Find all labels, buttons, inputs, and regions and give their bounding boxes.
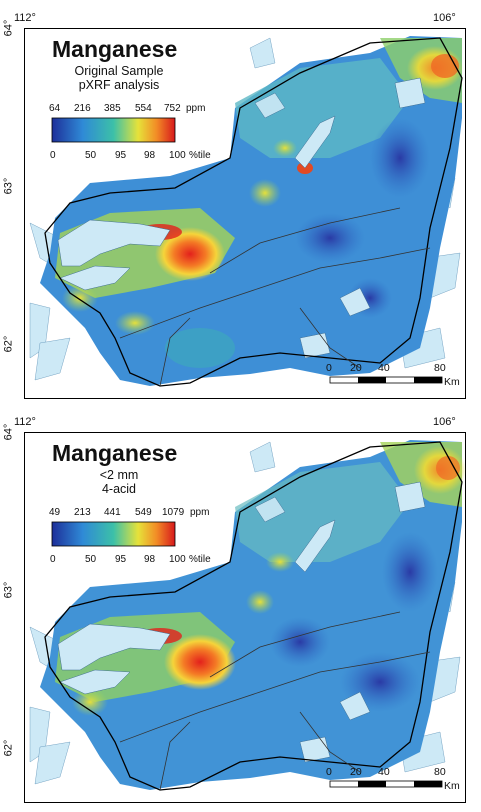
lon-label-east: 106°: [433, 416, 456, 428]
lon-label-west: 112°: [14, 12, 36, 24]
percentile-unit: %tile: [189, 554, 211, 565]
scale-tick: 0: [326, 362, 332, 374]
color-ramp: [51, 117, 176, 143]
legend-percentile: 95: [115, 554, 127, 565]
legend-value: 216: [74, 103, 91, 114]
legend-unit: ppm: [186, 103, 206, 114]
color-ramp: [51, 521, 176, 547]
great-slave-lake: [57, 77, 426, 359]
geologic-contacts: [119, 611, 431, 791]
legend-value: 64: [49, 103, 61, 114]
legend-value: 1079: [162, 507, 185, 518]
legend-percentile: 50: [85, 150, 97, 161]
scale-tick: 40: [378, 766, 390, 778]
legend-percentile: 0: [50, 150, 56, 161]
lat-label-63: 63°: [2, 177, 15, 195]
legend-percentile: 98: [144, 150, 156, 161]
map-title: Manganese: [52, 36, 178, 62]
geochemical-map: [24, 28, 466, 399]
legend-value: 554: [135, 103, 152, 114]
legend-value: 213: [74, 507, 91, 518]
legend-value: 752: [164, 103, 181, 114]
great-slave-lake: [57, 481, 426, 763]
scale-tick: 80: [434, 362, 446, 374]
subtitle-line-2: 4-acid: [101, 482, 137, 496]
percentile-unit: %tile: [189, 150, 211, 161]
scale-bar: [329, 376, 443, 384]
subtitle-line-2: pXRF analysis: [78, 78, 160, 92]
survey-boundary: [44, 37, 463, 387]
lat-label-62: 62°: [2, 335, 15, 353]
legend-percentile: 50: [85, 554, 97, 565]
lon-label-west: 112°: [14, 416, 36, 428]
map-title: Manganese: [52, 440, 178, 466]
survey-boundary: [44, 441, 463, 791]
legend-value: 441: [104, 507, 121, 518]
lat-label-64: 64°: [2, 423, 15, 441]
lon-label-east: 106°: [433, 12, 456, 24]
geochemical-map: [24, 432, 466, 803]
legend-percentile: 95: [115, 150, 127, 161]
lat-label-62: 62°: [2, 739, 15, 757]
subtitle-line-1: <2 mm: [99, 468, 139, 482]
scale-bar: [329, 780, 443, 788]
legend-value: 49: [49, 507, 61, 518]
scale-unit: Km: [444, 376, 460, 388]
geologic-contacts: [119, 207, 431, 387]
scale-tick: 40: [378, 362, 390, 374]
legend-unit: ppm: [190, 507, 210, 518]
scale-unit: Km: [444, 780, 460, 792]
map-panel-original-sample: Manganese Original Sample pXRF analysis …: [0, 8, 481, 406]
legend-percentile: 100: [169, 554, 186, 565]
lat-label-63: 63°: [2, 581, 15, 599]
legend-value: 549: [135, 507, 152, 518]
legend-percentile: 100: [169, 150, 186, 161]
scale-tick: 20: [350, 362, 362, 374]
legend-percentile: 0: [50, 554, 56, 565]
map-panel-fine-fraction: Manganese <2 mm 4-acid 49 213 441 549 10…: [0, 412, 481, 810]
legend-percentile: 98: [144, 554, 156, 565]
legend-value: 385: [104, 103, 121, 114]
subtitle-line-1: Original Sample: [74, 64, 164, 78]
scale-tick: 0: [326, 766, 332, 778]
scale-tick: 80: [434, 766, 446, 778]
lat-label-64: 64°: [2, 19, 15, 37]
scale-tick: 20: [350, 766, 362, 778]
